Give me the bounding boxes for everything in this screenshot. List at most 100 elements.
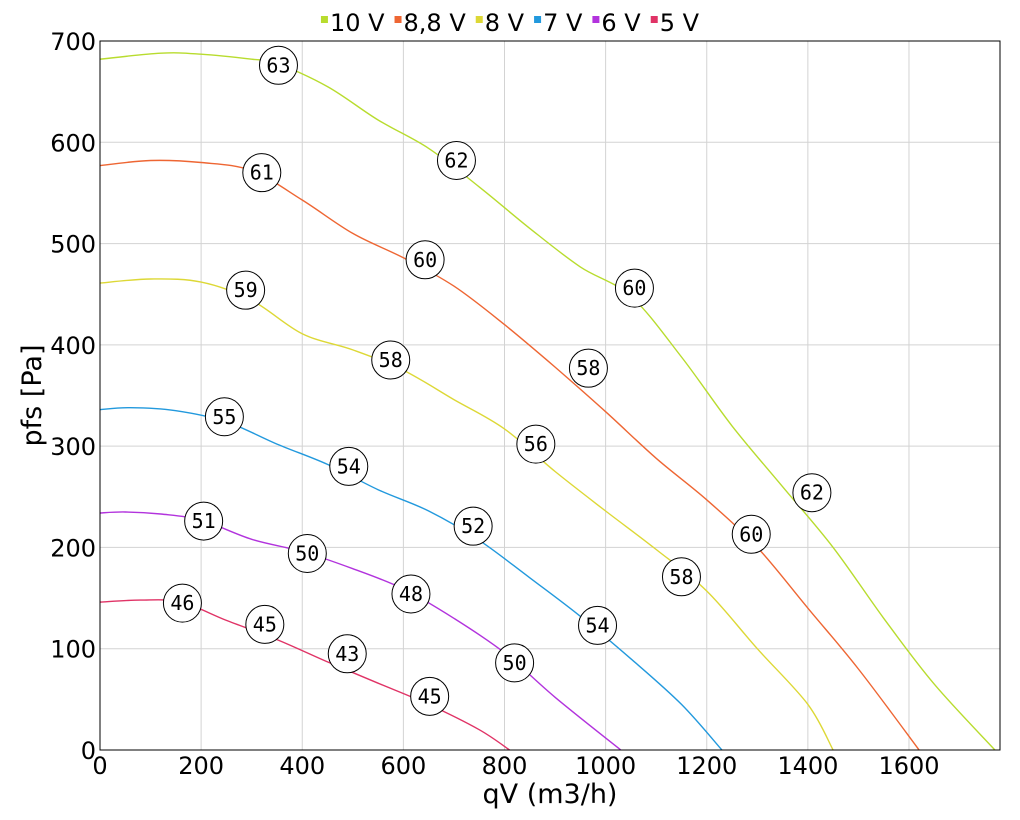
marker-circle (495, 643, 535, 683)
curve-marker: 52 (453, 506, 493, 546)
marker-label: 60 (739, 522, 763, 546)
series-line-5 (99, 599, 510, 751)
legend-item-3: 7 V (534, 9, 583, 37)
legend-label: 7 V (543, 9, 583, 37)
marker-circle (242, 153, 282, 193)
marker-label: 54 (585, 613, 609, 637)
marker-circle (731, 514, 771, 554)
legend-item-5: 5 V (650, 9, 700, 37)
plot-border (99, 40, 1001, 751)
marker-label: 43 (335, 642, 359, 666)
legend-label: 8 V (485, 9, 525, 37)
x-tick-label: 1200 (676, 752, 737, 780)
curve-marker: 50 (495, 643, 535, 683)
marker-circle (245, 604, 285, 644)
marker-label: 62 (800, 481, 824, 505)
marker-label: 58 (576, 356, 600, 380)
marker-label: 48 (399, 582, 423, 606)
y-tick-label: 300 (50, 433, 96, 461)
legend-swatch (394, 16, 402, 23)
curve-marker: 58 (568, 348, 608, 388)
legend-item-1: 8,8 V (394, 9, 467, 37)
tick-labels: 0 200 400 600 800 1000 1200 1400 1600 0 100 200 300 4… (50, 28, 939, 780)
curve-marker: 58 (371, 340, 411, 380)
marker-circle (226, 270, 266, 310)
marker-label: 52 (461, 514, 485, 538)
y-axis-title: pfs [Pa] (17, 345, 48, 447)
series-line-0 (99, 52, 996, 751)
legend-item-4: 6 V (592, 9, 641, 37)
marker-circle (453, 506, 493, 546)
curve-marker: 60 (405, 240, 445, 280)
marker-label: 62 (444, 149, 468, 173)
marker-circle (287, 534, 327, 574)
legend-item-0: 10 V (320, 9, 385, 37)
y-tick-label: 400 (50, 332, 96, 360)
marker-label: 61 (250, 161, 274, 185)
marker-circle (792, 473, 832, 513)
curve-marker: 62 (792, 473, 832, 513)
x-tick-label: 1000 (575, 752, 636, 780)
legend-label: 5 V (660, 9, 700, 37)
curve-marker: 59 (226, 270, 266, 310)
marker-label: 54 (337, 454, 361, 478)
x-tick-label: 0 (92, 752, 107, 780)
marker-label: 59 (234, 278, 258, 302)
curve-marker: 50 (287, 534, 327, 574)
curve-marker: 58 (661, 557, 701, 597)
marker-label: 45 (253, 612, 277, 636)
marker-circle (162, 583, 202, 623)
marker-circle (391, 574, 431, 614)
x-tick-label: 1400 (777, 752, 838, 780)
curve-marker: 61 (242, 153, 282, 193)
marker-circle (516, 424, 556, 464)
x-tick-label: 600 (380, 752, 426, 780)
series-line-3 (99, 406, 723, 751)
legend-swatch (650, 16, 658, 23)
marker-circle (410, 676, 450, 716)
legend-item-2: 8 V (475, 9, 525, 37)
marker-label: 55 (212, 405, 236, 429)
legend-label: 8,8 V (404, 9, 467, 37)
curve-marker: 45 (245, 604, 285, 644)
marker-circle (405, 240, 445, 280)
curve-marker: 62 (436, 141, 476, 181)
marker-circle (184, 501, 224, 541)
curve-marker: 60 (614, 268, 654, 308)
marker-label: 58 (669, 565, 693, 589)
curve-marker: 51 (184, 501, 224, 541)
marker-label: 45 (418, 684, 442, 708)
marker-circle (578, 605, 618, 645)
legend-swatch (475, 16, 483, 23)
marker-circle (327, 634, 367, 674)
marker-label: 50 (503, 651, 527, 675)
marker-label: 50 (295, 542, 319, 566)
marker-circle (568, 348, 608, 388)
y-tick-label: 600 (50, 129, 96, 157)
x-tick-label: 200 (178, 752, 224, 780)
marker-circle (371, 340, 411, 380)
grid (99, 40, 1000, 751)
y-tick-label: 700 (50, 28, 96, 56)
curve-marker: 60 (731, 514, 771, 554)
curve-marker: 56 (516, 424, 556, 464)
curve-marker: 63 (258, 45, 298, 85)
marker-circle (258, 45, 298, 85)
curve-marker: 55 (204, 397, 244, 437)
marker-circle (614, 268, 654, 308)
x-axis-title: qV (m3/h) (483, 779, 618, 810)
y-tick-label: 0 (81, 737, 96, 765)
legend-swatch (592, 16, 600, 23)
legend-swatch (320, 16, 328, 23)
legend-label: 6 V (601, 9, 641, 37)
curve-marker: 45 (410, 676, 450, 716)
marker-circle (204, 397, 244, 437)
marker-label: 56 (524, 432, 548, 456)
marker-circle (661, 557, 701, 597)
x-tick-label: 1600 (878, 752, 939, 780)
legend: 10 V 8,8 V 8 V 7 V 6 V 5 V (320, 9, 700, 37)
marker-circle (329, 446, 369, 486)
y-tick-label: 200 (50, 534, 96, 562)
marker-label: 63 (266, 53, 290, 77)
